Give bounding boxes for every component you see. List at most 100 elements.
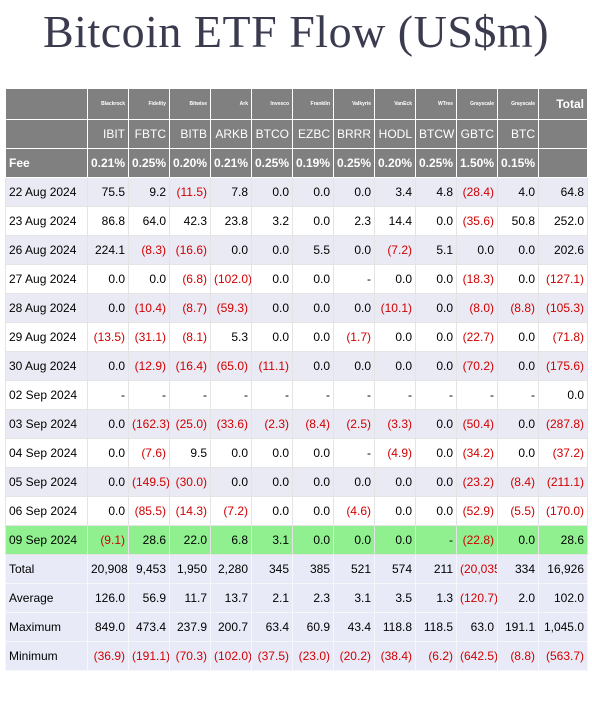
ticker-header: ARKB bbox=[210, 119, 252, 149]
stat-cell: (38.4) bbox=[374, 641, 416, 671]
flow-cell: 5.5 bbox=[292, 235, 334, 265]
flow-cell: 0.0 bbox=[415, 467, 457, 497]
stat-cell: 11.7 bbox=[169, 583, 211, 613]
flow-cell: 0.0 bbox=[497, 409, 539, 439]
table-row: 05 Sep 2024 0.0 (149.5) (30.0) 0.0 0.0 0.0 0.0 0… bbox=[5, 467, 588, 497]
stat-cell: (102.0) bbox=[210, 641, 252, 671]
stat-cell: 3.1 bbox=[333, 583, 375, 613]
stat-cell: 126.0 bbox=[87, 583, 129, 613]
flow-cell: 0.0 bbox=[210, 467, 252, 497]
fee-value: 1.50% bbox=[456, 148, 498, 178]
issuer-header: Bitwise bbox=[169, 88, 211, 120]
stat-cell: (6.2) bbox=[415, 641, 457, 671]
flow-cell: (16.4) bbox=[169, 351, 211, 381]
flow-cell: 0.0 bbox=[497, 235, 539, 265]
stat-cell: (23.0) bbox=[292, 641, 334, 671]
fee-value: 0.21% bbox=[87, 148, 129, 178]
table-row: 26 Aug 2024 224.1 (8.3) (16.6) 0.0 0.0 5.5 0.0(… bbox=[5, 235, 588, 265]
flow-cell: 64.0 bbox=[128, 206, 170, 236]
ticker-header: BTC bbox=[497, 119, 539, 149]
flow-cell: 0.0 bbox=[374, 467, 416, 497]
flow-cell: 0.0 bbox=[415, 438, 457, 468]
flow-cell: (50.4) bbox=[456, 409, 498, 439]
flow-cell: (8.0) bbox=[456, 293, 498, 323]
flow-cell: - bbox=[87, 380, 129, 410]
row-total-cell: 252.0 bbox=[538, 206, 588, 236]
flow-cell: 3.2 bbox=[251, 206, 293, 236]
flow-cell: (30.0) bbox=[169, 467, 211, 497]
table-row: 23 Aug 2024 86.8 64.0 42.3 23.8 3.2 0.0 2.3 14.4… bbox=[5, 206, 588, 236]
issuer-header: WTree bbox=[415, 88, 457, 120]
flow-cell: (149.5) bbox=[128, 467, 170, 497]
flow-cell: 0.0 bbox=[128, 264, 170, 294]
flow-cell: (11.1) bbox=[251, 351, 293, 381]
etf-flow-table: Blackrock Fidelity Bitwise Ark Invesco Frankl… bbox=[5, 88, 588, 671]
stat-cell: 118.8 bbox=[374, 612, 416, 642]
flow-cell: 0.0 bbox=[87, 293, 129, 323]
ticker-header: HODL bbox=[374, 119, 416, 149]
date-cell: 09 Sep 2024 bbox=[5, 525, 88, 555]
flow-cell: 0.0 bbox=[497, 264, 539, 294]
row-total-cell: (105.3) bbox=[538, 293, 588, 323]
fee-value: 0.25% bbox=[251, 148, 293, 178]
flow-cell: 5.3 bbox=[210, 322, 252, 352]
flow-cell: 0.0 bbox=[251, 496, 293, 526]
flow-cell: (59.3) bbox=[210, 293, 252, 323]
ticker-total-cell bbox=[538, 119, 588, 149]
flow-cell: 2.3 bbox=[333, 206, 375, 236]
flow-cell: (22.8) bbox=[456, 525, 498, 555]
flow-cell: (8.1) bbox=[169, 322, 211, 352]
stat-cell: 3.5 bbox=[374, 583, 416, 613]
page-title: Bitcoin ETF Flow (US$m) bbox=[42, 6, 550, 57]
flow-cell: 28.6 bbox=[128, 525, 170, 555]
flow-cell: 0.0 bbox=[415, 351, 457, 381]
stat-cell: 2.3 bbox=[292, 583, 334, 613]
flow-cell: 0.0 bbox=[415, 409, 457, 439]
flow-cell: - bbox=[128, 380, 170, 410]
flow-cell: 0.0 bbox=[251, 438, 293, 468]
flow-cell: (23.2) bbox=[456, 467, 498, 497]
flow-cell: - bbox=[374, 380, 416, 410]
flow-cell: - bbox=[415, 380, 457, 410]
flow-cell: 0.0 bbox=[374, 525, 416, 555]
flow-cell: 0.0 bbox=[497, 351, 539, 381]
stat-cell: (36.9) bbox=[87, 641, 129, 671]
flow-cell: 0.0 bbox=[210, 235, 252, 265]
stat-cell: 2.1 bbox=[251, 583, 293, 613]
flow-cell: 0.0 bbox=[292, 525, 334, 555]
flow-cell: 0.0 bbox=[292, 206, 334, 236]
issuer-header: Grayscale bbox=[497, 88, 539, 120]
flow-cell: (11.5) bbox=[169, 177, 211, 207]
flow-cell: - bbox=[333, 380, 375, 410]
stat-cell: 2,280 bbox=[210, 554, 252, 584]
stat-cell: (20,035) bbox=[456, 554, 498, 584]
header-corner-cell bbox=[5, 88, 88, 120]
flow-cell: (65.0) bbox=[210, 351, 252, 381]
flow-cell: 86.8 bbox=[87, 206, 129, 236]
flow-cell: (33.6) bbox=[210, 409, 252, 439]
fee-value: 0.25% bbox=[415, 148, 457, 178]
stat-cell: 574 bbox=[374, 554, 416, 584]
flow-cell: (8.4) bbox=[292, 409, 334, 439]
stats-row-minimum: Minimum (36.9) (191.1) (70.3) (102.0) (37.5)(… bbox=[5, 641, 588, 671]
flow-cell: 0.0 bbox=[415, 206, 457, 236]
flow-cell: (34.2) bbox=[456, 438, 498, 468]
ticker-header: BTCW bbox=[415, 119, 457, 149]
stat-cell: 9,453 bbox=[128, 554, 170, 584]
flow-cell: - bbox=[415, 525, 457, 555]
flow-cell: (28.4) bbox=[456, 177, 498, 207]
flow-cell: - bbox=[456, 380, 498, 410]
stat-cell: 200.7 bbox=[210, 612, 252, 642]
flow-cell: 0.0 bbox=[374, 496, 416, 526]
flow-cell: 0.0 bbox=[292, 438, 334, 468]
stat-cell: 1.3 bbox=[415, 583, 457, 613]
issuer-header: Ark bbox=[210, 88, 252, 120]
stat-cell: (120.7) bbox=[456, 583, 498, 613]
stat-cell: 191.1 bbox=[497, 612, 539, 642]
flow-cell: (22.7) bbox=[456, 322, 498, 352]
table-row: 30 Aug 2024 0.0 (12.9) (16.4) (65.0) (11.1) 0.… bbox=[5, 351, 588, 381]
row-total-cell: 64.8 bbox=[538, 177, 588, 207]
stat-total-cell: 1,045.0 bbox=[538, 612, 588, 642]
issuer-header: VanEck bbox=[374, 88, 416, 120]
issuer-header: Grayscale bbox=[456, 88, 498, 120]
